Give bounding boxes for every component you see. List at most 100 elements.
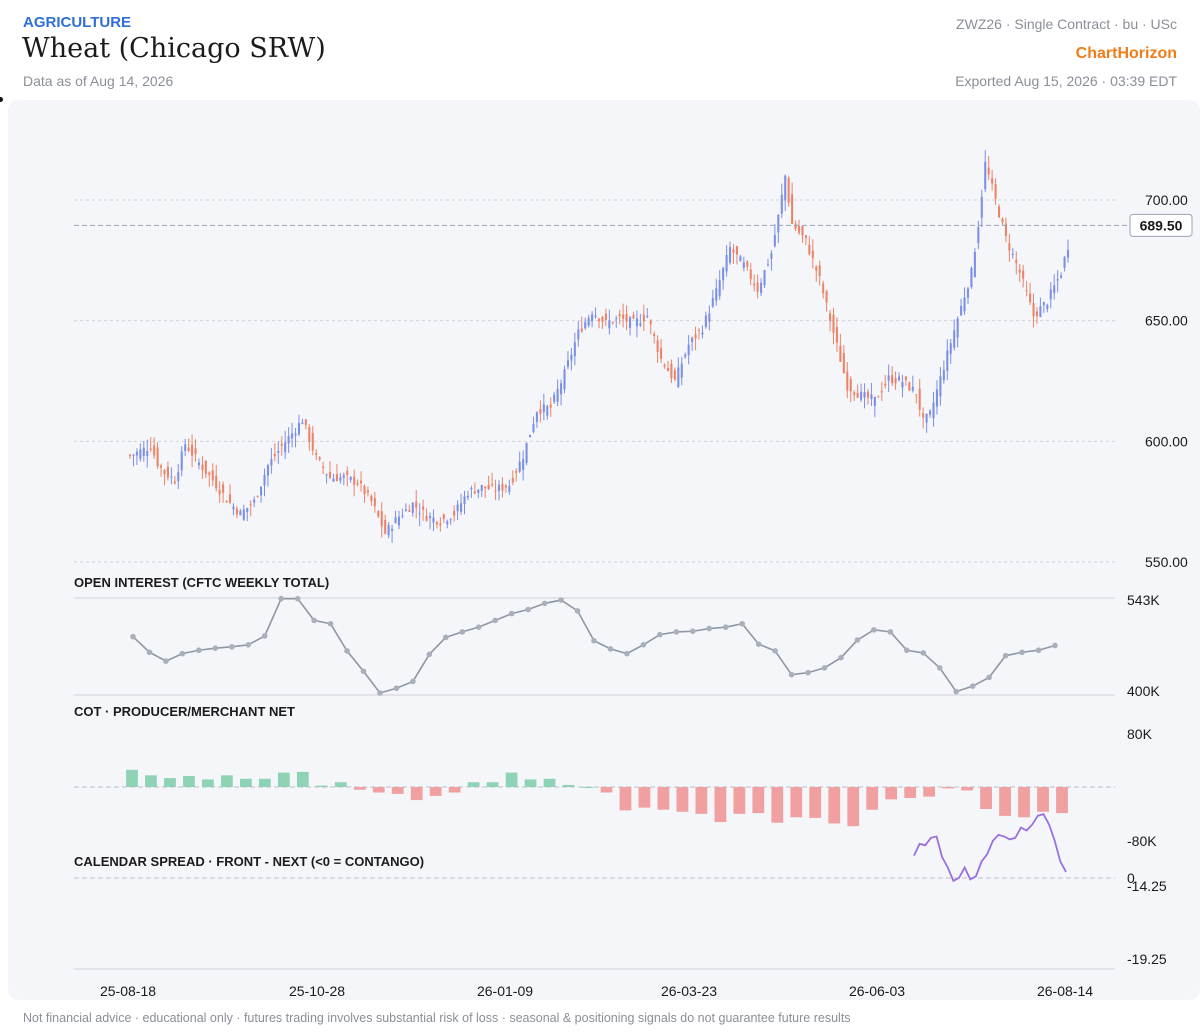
candle-body [249, 504, 252, 506]
candle-body [491, 484, 494, 486]
candle-body [484, 486, 487, 489]
candle-body [425, 515, 428, 521]
oi-line [132, 597, 1056, 694]
candle-body [239, 510, 242, 516]
candle-body [260, 486, 263, 496]
candle-body [291, 433, 294, 439]
candle-body [273, 453, 276, 457]
cot-bar [183, 776, 195, 787]
candle-body [956, 318, 959, 338]
cot-bar [942, 787, 955, 789]
candle-body [794, 223, 797, 230]
cot-bar [581, 787, 594, 788]
candle-body [177, 472, 180, 482]
oi-point [574, 608, 581, 614]
candle-body [349, 477, 352, 481]
candle-body [563, 369, 566, 390]
candle-body [629, 317, 632, 328]
candle-body [670, 363, 673, 379]
x-tick-label: 26-01-09 [477, 983, 533, 999]
oi-point [130, 633, 136, 640]
candle-body [518, 461, 521, 472]
oi-point [1035, 647, 1042, 654]
candle-body [863, 392, 866, 398]
x-tick-label: 25-10-28 [289, 983, 345, 999]
candle-body [908, 382, 911, 391]
candle-body [180, 451, 183, 471]
candle-body [284, 442, 287, 453]
cot-tick-label: 80K [1127, 726, 1153, 742]
candle-body [187, 447, 190, 451]
candle-body [684, 354, 687, 357]
candle-body [604, 313, 607, 320]
candle-body [439, 523, 442, 526]
candle-body [263, 475, 266, 486]
candle-body [656, 340, 659, 353]
candle-body [832, 314, 835, 333]
candle-body [397, 516, 401, 526]
candle-body [246, 507, 249, 512]
candle-body [194, 448, 197, 455]
oi-point [969, 683, 976, 689]
candle-body [573, 342, 576, 357]
candle-body [615, 318, 618, 320]
oi-point [228, 644, 235, 650]
oi-point [673, 629, 680, 635]
candle-body [432, 517, 435, 523]
oi-point [426, 651, 433, 658]
candle-body [977, 227, 980, 244]
cot-bar [164, 778, 176, 787]
cot-bar [923, 787, 936, 797]
oi-point [1019, 649, 1025, 656]
cot-bar [410, 787, 423, 801]
candle-body [387, 525, 390, 536]
cot-bar [524, 779, 537, 787]
candle-body [770, 253, 773, 259]
candle-body [135, 451, 138, 456]
candle-body [460, 503, 463, 512]
candle-body [225, 501, 228, 503]
oi-point [689, 628, 696, 635]
candle-body [384, 519, 387, 534]
candle-body [466, 495, 469, 498]
candle-body [801, 226, 804, 236]
candle-body [128, 455, 132, 457]
candle-body [311, 433, 314, 451]
candle-body [1053, 285, 1056, 294]
disclaimer: Not financial advice · educational only … [23, 1011, 851, 1025]
candle-body [697, 330, 701, 332]
candle-body [987, 167, 990, 175]
chart-svg[interactable]: 550.00 600.00 650.00 700.00 689.50 OPEN INTER… [8, 100, 1200, 1000]
last-price-label: 689.50 [1140, 217, 1183, 233]
candle-body [339, 477, 342, 481]
candle-body [322, 466, 325, 469]
oi-point [936, 665, 943, 671]
cot-bar [847, 787, 860, 827]
candle-body [315, 453, 318, 456]
candle-body [842, 353, 845, 373]
candle-body [891, 375, 894, 384]
candle-body [787, 178, 790, 203]
candle-body [722, 268, 725, 281]
candle-body [866, 391, 870, 398]
candle-body [422, 506, 425, 510]
candle-body [742, 262, 745, 268]
candle-body [853, 392, 856, 395]
candle-body [453, 510, 456, 516]
price-tick-label: 650.00 [1145, 313, 1188, 329]
oi-point [1002, 652, 1009, 659]
cot-bar [1018, 787, 1030, 818]
oi-point [311, 617, 317, 624]
cot-bar [790, 787, 803, 818]
candle-body [504, 485, 507, 488]
candle-body [353, 476, 356, 485]
candle-body [308, 426, 311, 442]
candle-body [332, 478, 335, 482]
candle-body [704, 315, 707, 327]
brand-logo[interactable]: ChartHorizon [1075, 45, 1177, 62]
cot-bar [145, 775, 157, 787]
candle-body [677, 367, 680, 388]
oi-point [492, 617, 499, 624]
candle-body [256, 496, 259, 498]
oi-tick-label: 400K [1127, 683, 1160, 699]
